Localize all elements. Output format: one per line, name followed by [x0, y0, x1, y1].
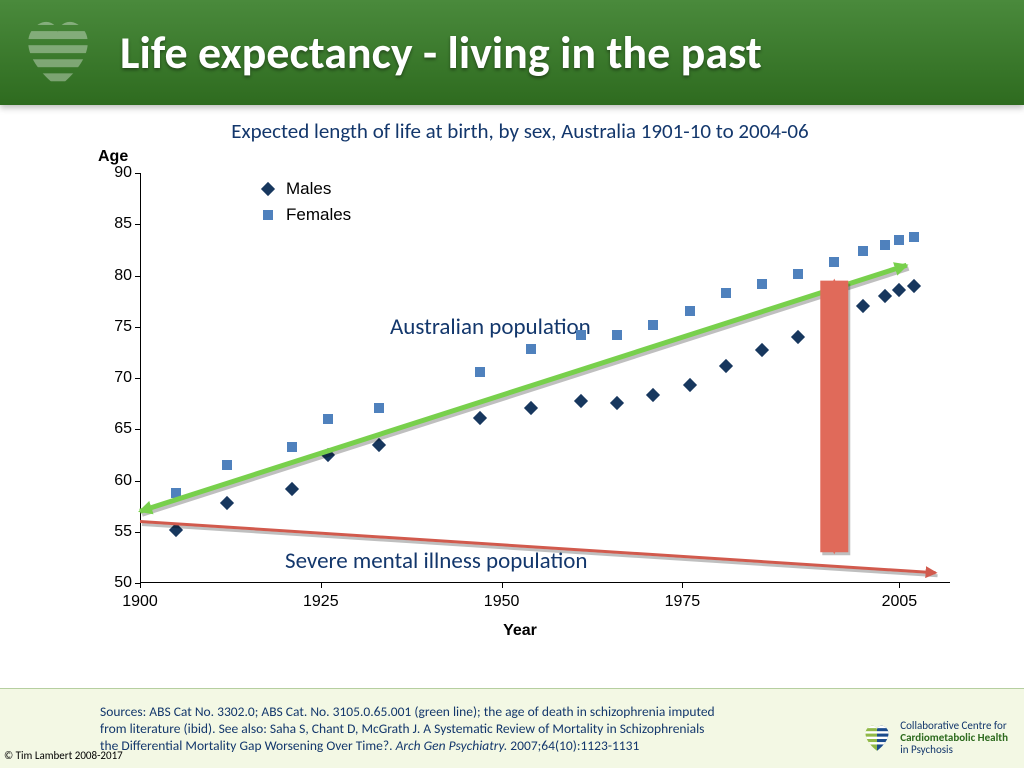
- footer: Sources: ABS Cat No. 3302.0; ABS Cat. No…: [0, 688, 1024, 768]
- x-tick-label: 1900: [122, 593, 158, 611]
- y-tick-label: 60: [92, 472, 132, 490]
- footer-sources: Sources: ABS Cat No. 3302.0; ABS Cat. No…: [0, 703, 715, 755]
- y-tick-label: 90: [92, 164, 132, 182]
- footer-line3c: 2007;64(10):1123-1131: [507, 737, 639, 754]
- footer-line2: from literature (ibid). See also: Saha S…: [100, 720, 704, 737]
- plot-area: Males Females Australian population Seve…: [140, 173, 950, 583]
- y-tick-label: 80: [92, 267, 132, 285]
- y-tick-label: 75: [92, 318, 132, 336]
- footer-line3b: Arch Gen Psychiatry.: [396, 737, 508, 754]
- y-tick-label: 70: [92, 369, 132, 387]
- arrow: [140, 173, 950, 583]
- x-tick-label: 1975: [665, 593, 701, 611]
- logo-heart-icon: [860, 721, 894, 755]
- x-axis-title: Year: [70, 622, 970, 640]
- y-tick-label: 55: [92, 523, 132, 541]
- y-tick-label: 85: [92, 215, 132, 233]
- x-tick-label: 2005: [882, 593, 918, 611]
- x-tick-label: 1925: [303, 593, 339, 611]
- slide: Life expectancy - living in the past Exp…: [0, 0, 1024, 768]
- footer-logo-text: Collaborative Centre for Cardiometabolic…: [900, 720, 1008, 756]
- y-tick-label: 50: [92, 574, 132, 592]
- x-tick-label: 1950: [484, 593, 520, 611]
- slide-title: Life expectancy - living in the past: [120, 25, 762, 81]
- footer-line1: Sources: ABS Cat No. 3302.0; ABS Cat. No…: [100, 703, 715, 720]
- heart-icon: [14, 10, 102, 98]
- chart-title: Expected length of life at birth, by sex…: [70, 118, 970, 144]
- chart: Expected length of life at birth, by sex…: [70, 118, 970, 658]
- header-bar: Life expectancy - living in the past: [0, 0, 1024, 105]
- footer-logo: Collaborative Centre for Cardiometabolic…: [860, 720, 1008, 756]
- y-tick-label: 65: [92, 420, 132, 438]
- copyright: © Tim Lambert 2008-2017: [4, 749, 123, 762]
- footer-line3a: the Differential Mortality Gap Worsening…: [100, 737, 396, 754]
